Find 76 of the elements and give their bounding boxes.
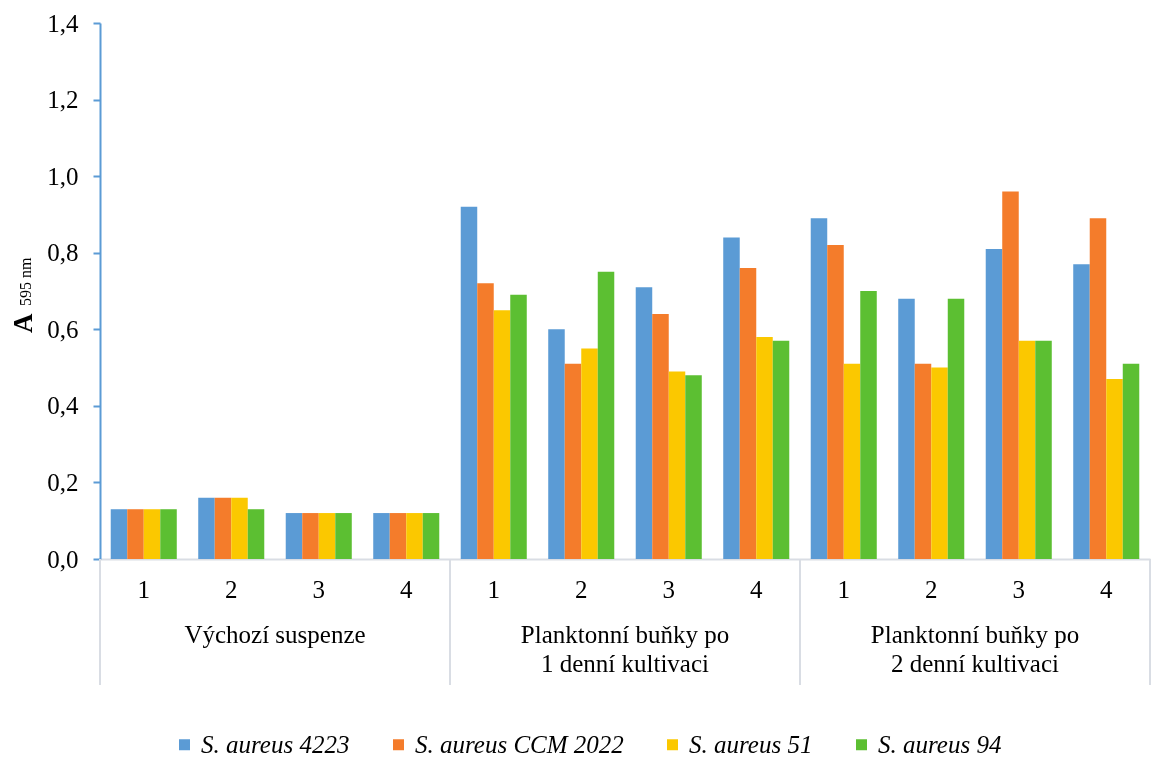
bar [597, 271, 615, 559]
bar [247, 509, 265, 559]
legend-label: S. aureus 94 [878, 730, 1002, 758]
bar [1089, 218, 1107, 559]
bar [110, 509, 128, 559]
x-tick-label: 2 [925, 575, 938, 603]
bar [373, 513, 390, 559]
bar [739, 268, 757, 559]
bar [548, 329, 565, 559]
bar [723, 237, 740, 559]
bar [1122, 363, 1140, 559]
y-tick-label: 0,6 [47, 315, 79, 343]
bar [756, 336, 773, 559]
bar [685, 375, 702, 559]
bar [985, 248, 1003, 559]
y-tick-label: 0,4 [47, 392, 79, 420]
bar [160, 509, 177, 559]
text: Planktonní buňky po 1 denní kultivaci [520, 621, 730, 677]
bar [335, 513, 352, 559]
y-tick-label: 1,2 [47, 86, 79, 114]
bar [493, 310, 511, 559]
x-tick-label: 1 [837, 575, 850, 603]
bar [198, 497, 215, 559]
bar [772, 340, 790, 559]
bar [1106, 379, 1123, 559]
bar [143, 509, 161, 559]
bar [635, 287, 653, 559]
bar [127, 509, 144, 559]
bar [1073, 264, 1090, 559]
y-tick-label: 0,8 [47, 239, 79, 267]
x-tick-label: 2 [575, 575, 588, 603]
bar [898, 298, 915, 559]
x-tick-label: 4 [750, 575, 763, 603]
bar [947, 298, 965, 559]
y-tick-label: 0,2 [47, 468, 79, 496]
bar [214, 497, 232, 559]
bar [285, 513, 303, 559]
legend-label: S. aureus CCM 2022 [415, 730, 624, 758]
bar [302, 513, 319, 559]
bar [843, 363, 861, 559]
bar [668, 371, 686, 559]
x-tick-label: 4 [1100, 575, 1113, 603]
bar [1018, 340, 1036, 559]
bar [1035, 340, 1052, 559]
bar [231, 497, 248, 559]
bar [460, 206, 478, 559]
bar [389, 513, 407, 559]
y-axis-title: A595 nm [8, 257, 38, 333]
x-tick-label: 4 [400, 575, 413, 603]
bar [860, 291, 877, 559]
x-tick-label: 3 [312, 575, 325, 603]
y-tick-label: 1,4 [47, 9, 79, 37]
text: Planktonní buňky po 2 denní kultivaci [870, 621, 1080, 677]
x-tick-label: 3 [662, 575, 675, 603]
bar [914, 363, 932, 559]
bar [931, 367, 948, 559]
y-tick-label: 0,0 [47, 545, 79, 573]
bar [564, 363, 582, 559]
bar [810, 218, 828, 559]
x-tick-label: 2 [225, 575, 238, 603]
bar [406, 513, 423, 559]
bar [477, 283, 494, 559]
bar [318, 513, 336, 559]
text: Výchozí suspenze [184, 621, 366, 648]
bar [422, 513, 440, 559]
x-tick-label: 1 [487, 575, 500, 603]
bar [1002, 191, 1019, 559]
x-tick-label: 3 [1012, 575, 1025, 603]
bar [581, 348, 598, 559]
bar [827, 245, 844, 559]
y-tick-label: 1,0 [47, 162, 79, 190]
x-tick-label: 1 [137, 575, 150, 603]
bar [652, 313, 669, 559]
legend-label: S. aureus 51 [689, 730, 813, 758]
bar [510, 294, 527, 559]
legend-label: S. aureus 4223 [201, 730, 350, 758]
